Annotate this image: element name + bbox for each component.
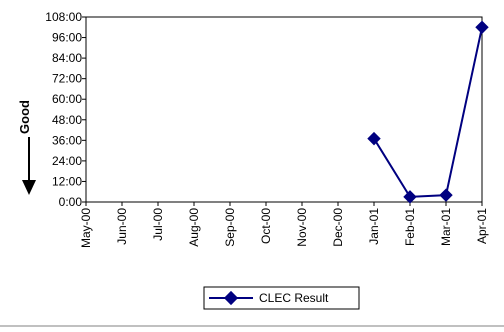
y-tick-label: 108:00 bbox=[45, 10, 82, 24]
x-axis-ticks: May-00 Jun-00 Jul-00 Aug-00 Sep-00 Oct-00 Nov-… bbox=[79, 202, 489, 248]
x-tick-label: Oct-00 bbox=[259, 208, 273, 244]
x-tick-label: May-00 bbox=[79, 208, 93, 248]
data-point-marker bbox=[367, 131, 381, 146]
data-point-marker bbox=[475, 20, 489, 34]
x-tick-label: Jan-01 bbox=[367, 208, 381, 245]
x-tick-label: Jul-00 bbox=[151, 208, 165, 241]
x-tick-label: Dec-00 bbox=[331, 208, 345, 247]
x-tick-label: Mar-01 bbox=[439, 208, 453, 246]
y-tick-label: 0:00 bbox=[59, 195, 83, 209]
x-tick-label: Aug-00 bbox=[187, 208, 201, 247]
y-tick-label: 96:00 bbox=[52, 31, 82, 45]
legend-label: CLEC Result bbox=[259, 291, 329, 305]
data-point-marker bbox=[403, 190, 417, 204]
x-tick-label: Sep-00 bbox=[223, 208, 237, 247]
y-tick-label: 60:00 bbox=[52, 92, 82, 106]
legend-diamond-icon bbox=[223, 290, 239, 306]
good-indicator: Good bbox=[17, 100, 36, 195]
plot-area bbox=[85, 16, 483, 203]
x-tick-label: Jun-00 bbox=[115, 208, 129, 245]
y-tick-label: 72:00 bbox=[52, 72, 82, 86]
y-axis-ticks: 0:00 12:00 24:00 36:00 48:00 60:00 72:00 84:00 9… bbox=[45, 10, 86, 209]
down-arrow-icon bbox=[22, 180, 36, 195]
x-tick-label: Feb-01 bbox=[403, 208, 417, 246]
y-tick-label: 24:00 bbox=[52, 154, 82, 168]
y-tick-label: 48:00 bbox=[52, 113, 82, 127]
legend: CLEC Result bbox=[203, 286, 360, 310]
y-tick-label: 36:00 bbox=[52, 133, 82, 147]
series-line bbox=[373, 27, 483, 198]
y-tick-label: 84:00 bbox=[52, 51, 82, 65]
data-point-marker bbox=[439, 188, 453, 202]
series-layer bbox=[367, 20, 489, 204]
x-tick-label: Nov-00 bbox=[295, 208, 309, 247]
good-label: Good bbox=[17, 100, 32, 134]
y-tick-label: 12:00 bbox=[52, 174, 82, 188]
legend-box bbox=[203, 286, 360, 310]
x-tick-label: Apr-01 bbox=[475, 208, 489, 244]
